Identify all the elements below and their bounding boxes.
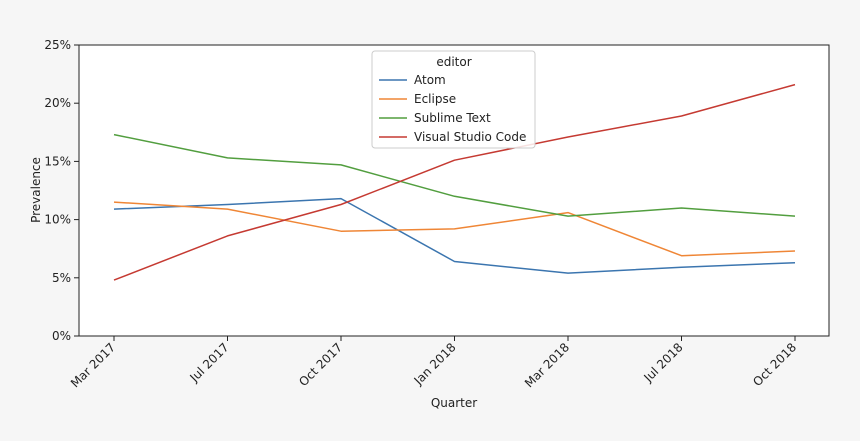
x-tick-label: Oct 2018 [750,340,799,389]
y-tick-label: 15% [44,154,71,168]
series-line-sublime-text [113,133,796,217]
x-tick-label: Oct 2017 [296,340,345,389]
series-line-atom [113,197,796,274]
series-line-eclipse [113,201,796,257]
legend-label-atom: Atom [414,73,446,87]
y-tick-label: 25% [44,38,71,52]
legend-box [371,50,536,149]
y-axis-label: Prevalence [29,157,43,223]
y-tick-label: 20% [44,96,71,110]
y-tick-label: 10% [44,213,71,227]
legend-entries: Atom Eclipse Sublime Text Visual Studio Cod… [379,73,526,144]
x-tick-label: Jan 2018 [411,340,459,388]
y-axis: 0% 5% 10% 15% 20% 25% [44,38,79,343]
legend-label-eclipse: Eclipse [414,92,456,106]
legend-label-visual-studio-code: Visual Studio Code [414,130,526,144]
x-axis-label: Quarter [431,396,477,410]
y-tick-label: 0% [52,329,71,343]
legend: editor Atom Eclipse Sublime Text Visual Stu… [371,50,536,149]
x-tick-label: Mar 2018 [522,340,572,390]
legend-label-sublime-text: Sublime Text [414,111,491,125]
legend-title: editor [436,55,471,69]
series-layer [113,83,796,281]
y-tick-label: 5% [52,271,71,285]
x-axis: Mar 2017 Jul 2017 Oct 2017 Jan 2018 Mar 2018… [68,336,799,390]
x-tick-label: Jul 2017 [186,340,231,385]
series-line-visual-studio-code [113,83,796,281]
x-tick-label: Jul 2018 [640,340,685,385]
x-tick-label: Mar 2017 [68,340,118,390]
